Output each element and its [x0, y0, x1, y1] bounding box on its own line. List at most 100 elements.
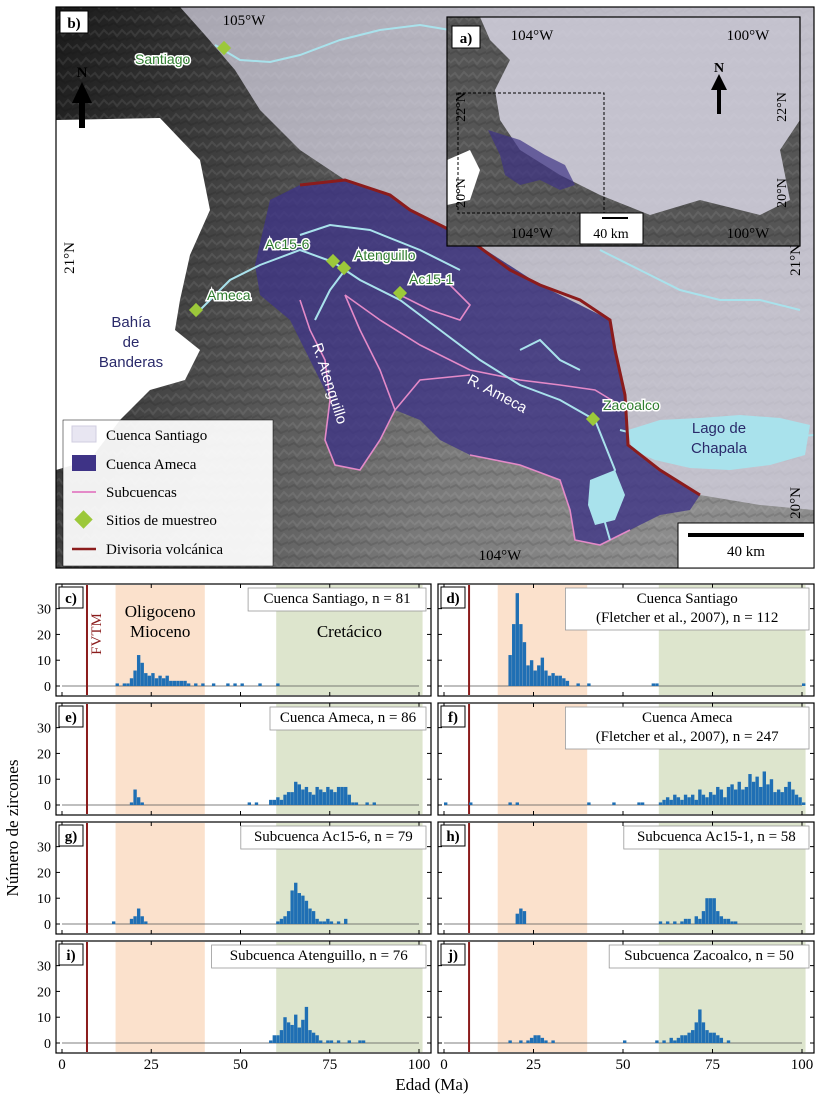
bar — [336, 921, 341, 924]
bar — [344, 786, 348, 805]
hist-panel-h: h) Subcuenca Ac15-1, n = 58 — [437, 821, 815, 935]
panel-a-label: a) — [460, 31, 473, 47]
bar — [658, 921, 663, 924]
bar — [705, 797, 709, 805]
hist-panel-d: d) Cuenca Santiago (Fletcher et al., 2007)… — [437, 583, 815, 697]
bar — [515, 913, 519, 924]
bar — [698, 789, 702, 805]
bar — [290, 792, 294, 805]
bar — [326, 918, 330, 924]
bar — [655, 683, 659, 686]
panel-title: Cuenca Ameca, n = 86 — [280, 710, 417, 726]
bar — [136, 908, 141, 924]
y-tick-label: 10 — [37, 1011, 51, 1026]
y-tick-label: 0 — [44, 918, 51, 933]
panel-label: h) — [446, 829, 459, 845]
bar — [802, 802, 806, 805]
bar — [140, 916, 144, 924]
bar — [665, 797, 670, 805]
divisoria-volcanica — [299, 178, 701, 497]
bar — [698, 1009, 702, 1043]
sea — [56, 118, 210, 470]
band-oligoceno-mioceno — [115, 823, 205, 933]
legend-subcuencas: Subcuencas — [106, 485, 177, 501]
cuenca-ameca-area — [255, 180, 700, 545]
bar — [730, 921, 734, 924]
bar — [719, 1037, 724, 1043]
panel-frame — [55, 940, 432, 1054]
bar — [723, 797, 727, 805]
panel-title: (Fletcher et al., 2007), n = 112 — [596, 610, 778, 626]
bar — [512, 624, 516, 686]
bar — [794, 794, 799, 805]
north-arrow: N — [72, 65, 92, 128]
panel-title-box — [247, 587, 427, 612]
hist-panel-c: 0 10 20 30 c) Cuenca Santiago, n = 81 FVTM Olig… — [37, 583, 432, 697]
x-tick-label: 25 — [144, 1057, 159, 1073]
bar — [680, 1035, 684, 1043]
legend-ameca: Cuenca Ameca — [106, 457, 197, 473]
bar — [658, 802, 663, 805]
bar — [301, 1019, 305, 1043]
bar — [133, 916, 137, 924]
bar — [336, 1040, 341, 1043]
bar — [469, 802, 473, 805]
bar — [444, 802, 448, 805]
panel-title: Cuenca Santiago, n = 81 — [263, 591, 410, 607]
bar — [651, 683, 656, 686]
bar — [308, 792, 312, 805]
panel-label-box — [440, 943, 466, 966]
inset-lon-100-top: 100°W — [727, 28, 770, 44]
panel-title-box — [240, 825, 427, 850]
bar — [558, 675, 562, 686]
label-bahia-2: de — [123, 334, 140, 351]
bar — [315, 918, 319, 924]
bar — [762, 771, 766, 805]
bar — [776, 789, 781, 805]
hist-panel-i: 0 10 20 30 0 25 50 75 100 i) Subcuenca Atenguillo,… — [37, 940, 432, 1073]
bar — [311, 794, 316, 805]
bar — [169, 680, 173, 686]
bar — [662, 1040, 666, 1043]
bar — [733, 921, 738, 924]
panel-title-box — [608, 944, 810, 969]
bar — [508, 655, 512, 686]
fvtm-label: FVTM — [89, 613, 105, 655]
bar — [326, 1040, 330, 1043]
panel-frame — [55, 583, 432, 697]
panel-b-label: b) — [67, 16, 80, 32]
site-zacoalco: Zacoalco — [603, 397, 660, 413]
bar — [701, 794, 706, 805]
bar — [755, 776, 759, 805]
band-label-cretacico: Cretácico — [317, 622, 382, 641]
bar — [515, 593, 519, 686]
bar — [129, 678, 134, 686]
bar — [533, 1035, 537, 1043]
bar — [726, 918, 731, 924]
panel-label: c) — [65, 591, 77, 607]
label-lago-2: Chapala — [691, 440, 748, 457]
panel-frame — [437, 702, 815, 816]
lon-104-bottom: 104°W — [479, 548, 522, 564]
bar — [537, 665, 541, 686]
y-tick-label: 20 — [37, 628, 51, 643]
bar — [784, 786, 788, 805]
bar — [726, 786, 731, 805]
inset-lat-22-right: 22°N — [775, 92, 790, 122]
legend-santiago: Cuenca Santiago — [106, 428, 207, 444]
bar — [522, 642, 527, 686]
bar — [508, 1040, 512, 1043]
bar — [519, 1040, 523, 1043]
inset-lon-100-bottom: 100°W — [727, 226, 770, 242]
bar — [687, 1032, 691, 1043]
bar — [272, 1035, 276, 1043]
bar — [719, 916, 724, 924]
panel-label: i) — [66, 948, 75, 964]
panel-frame — [437, 821, 815, 935]
inset-map-a: a) 104°W 100°W 104°W 100°W 22°N 20°N 22°… — [446, 16, 801, 247]
panel-label: f) — [448, 710, 458, 726]
y-tick-label: 10 — [37, 892, 51, 907]
bar — [269, 1040, 273, 1043]
bar — [698, 918, 702, 924]
